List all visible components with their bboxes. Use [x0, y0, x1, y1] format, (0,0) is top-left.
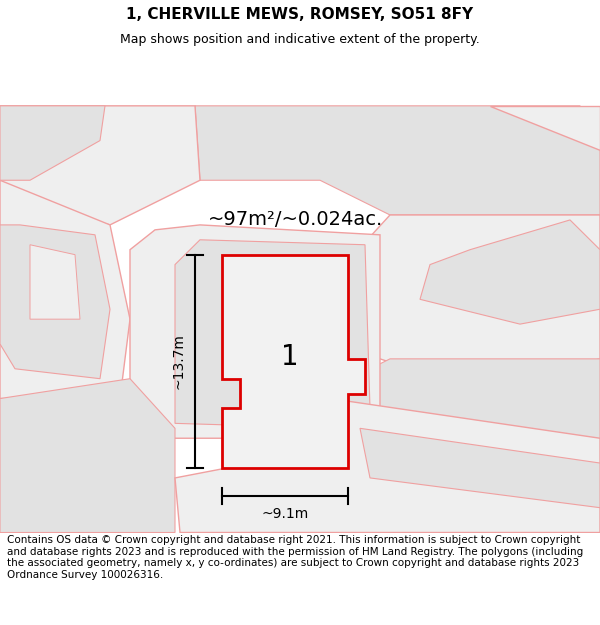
Polygon shape: [222, 254, 365, 468]
Polygon shape: [0, 180, 130, 399]
Polygon shape: [175, 240, 370, 428]
Polygon shape: [175, 399, 600, 532]
Text: 1: 1: [281, 343, 299, 371]
Polygon shape: [340, 215, 600, 389]
Text: ~97m²/~0.024ac.: ~97m²/~0.024ac.: [208, 211, 383, 229]
Polygon shape: [0, 106, 200, 225]
Polygon shape: [195, 106, 600, 215]
Text: Map shows position and indicative extent of the property.: Map shows position and indicative extent…: [120, 34, 480, 46]
Polygon shape: [490, 106, 600, 151]
Text: Contains OS data © Crown copyright and database right 2021. This information is : Contains OS data © Crown copyright and d…: [7, 535, 583, 580]
Polygon shape: [30, 245, 80, 319]
Polygon shape: [420, 220, 600, 324]
Polygon shape: [0, 106, 105, 180]
Polygon shape: [360, 428, 600, 508]
Polygon shape: [0, 379, 175, 532]
Polygon shape: [330, 359, 600, 478]
Text: ~9.1m: ~9.1m: [262, 507, 308, 521]
Polygon shape: [0, 399, 140, 532]
Polygon shape: [130, 225, 380, 438]
Text: ~13.7m: ~13.7m: [172, 333, 186, 389]
Polygon shape: [0, 225, 110, 379]
Text: 1, CHERVILLE MEWS, ROMSEY, SO51 8FY: 1, CHERVILLE MEWS, ROMSEY, SO51 8FY: [127, 7, 473, 22]
